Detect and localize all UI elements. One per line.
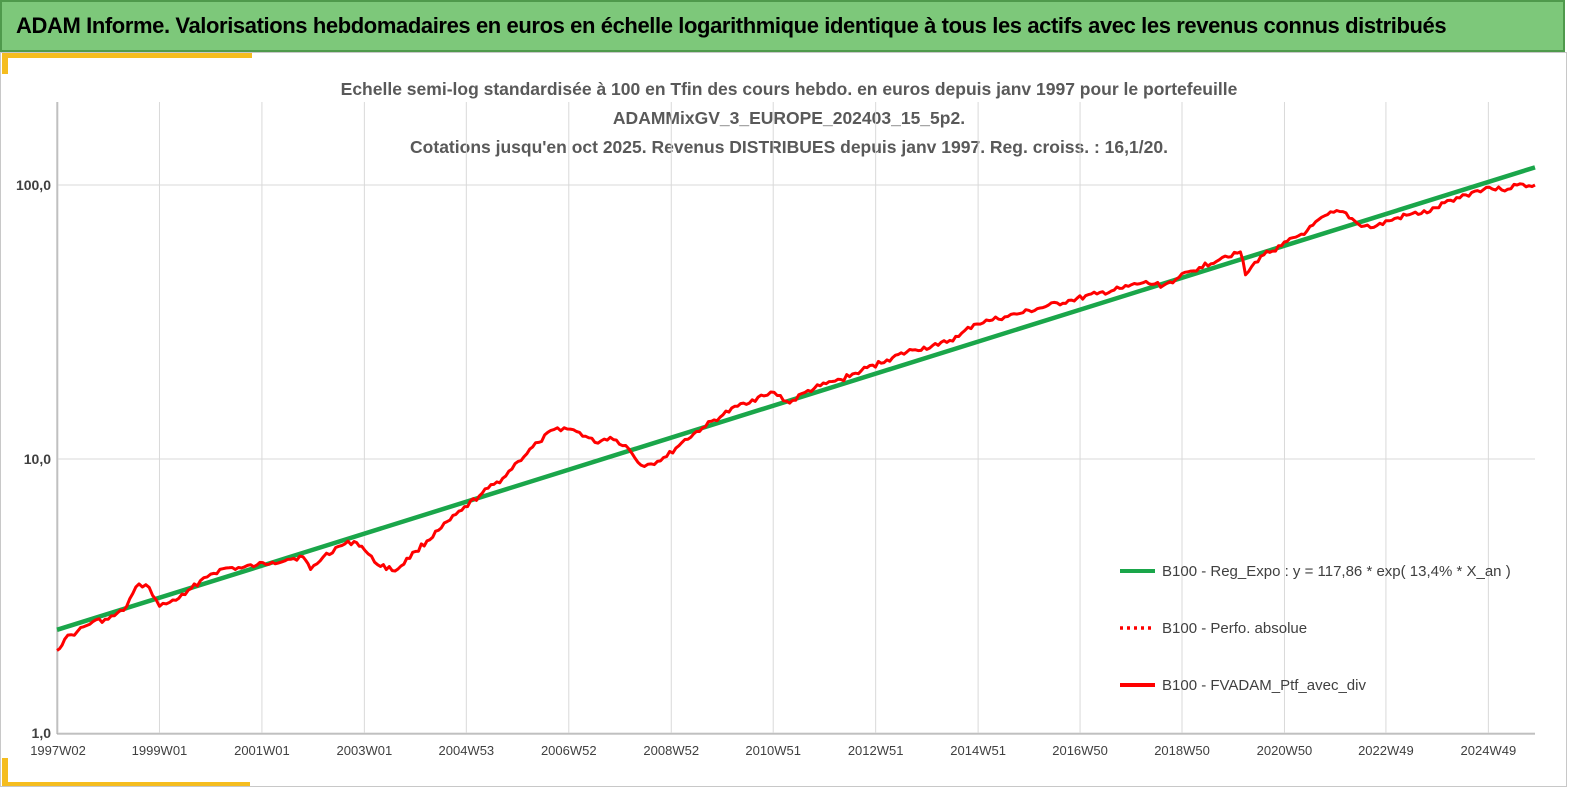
x-tick-label: 2006W52 <box>541 743 597 758</box>
x-tick-label: 2016W50 <box>1052 743 1108 758</box>
grid <box>57 102 1535 734</box>
legend-perfo-absolue-label: B100 - Perfo. absolue <box>1162 620 1307 637</box>
x-tick-label: 2010W51 <box>745 743 801 758</box>
x-tick-label: 1999W01 <box>132 743 188 758</box>
y-tick-label: 10,0 <box>24 451 51 467</box>
header-banner: ADAM Informe. Valorisations hebdomadaire… <box>0 0 1565 52</box>
accent-bar-top <box>2 52 252 58</box>
legend-regression-label: B100 - Reg_Expo : y = 117,86 * exp( 13,4… <box>1162 563 1511 580</box>
y-tick-label: 100,0 <box>16 177 51 193</box>
x-tick-label: 2001W01 <box>234 743 290 758</box>
axes: 1,0 10,0 100,0 1997W02 1999W01 2001W01 2003W01… <box>16 102 1535 758</box>
chart-title-line-2: ADAMMixGV_3_EUROPE_202403_15_5p2. <box>613 108 965 128</box>
x-tick-label: 2012W51 <box>848 743 904 758</box>
series-group <box>56 165 1536 652</box>
legend: B100 - Reg_Expo : y = 117,86 * exp( 13,4… <box>1120 563 1511 694</box>
accent-bar-left-bottom <box>2 758 8 787</box>
x-tick-label: 2022W49 <box>1358 743 1414 758</box>
x-tick-label: 2024W49 <box>1461 743 1517 758</box>
x-tick-label: 2004W53 <box>439 743 495 758</box>
portfolio-line <box>56 182 1536 652</box>
legend-portfolio-label: B100 - FVADAM_Ptf_avec_div <box>1162 677 1366 694</box>
x-tick-label: 2003W01 <box>337 743 393 758</box>
y-tick-label: 1,0 <box>32 725 52 741</box>
x-tick-label: 2018W50 <box>1154 743 1210 758</box>
x-tick-label: 2014W51 <box>950 743 1006 758</box>
chart-title-line-1: Echelle semi-log standardisée à 100 en T… <box>341 79 1238 99</box>
x-tick-label: 2020W50 <box>1257 743 1313 758</box>
x-tick-label: 1997W02 <box>30 743 86 758</box>
accent-bar-bottom <box>2 782 250 787</box>
x-tick-label: 2008W52 <box>643 743 699 758</box>
page-title: ADAM Informe. Valorisations hebdomadaire… <box>16 13 1447 38</box>
accent-bar-left-top <box>2 52 8 74</box>
chart-title-line-3: Cotations jusqu'en oct 2025. Revenus DIS… <box>410 137 1168 157</box>
